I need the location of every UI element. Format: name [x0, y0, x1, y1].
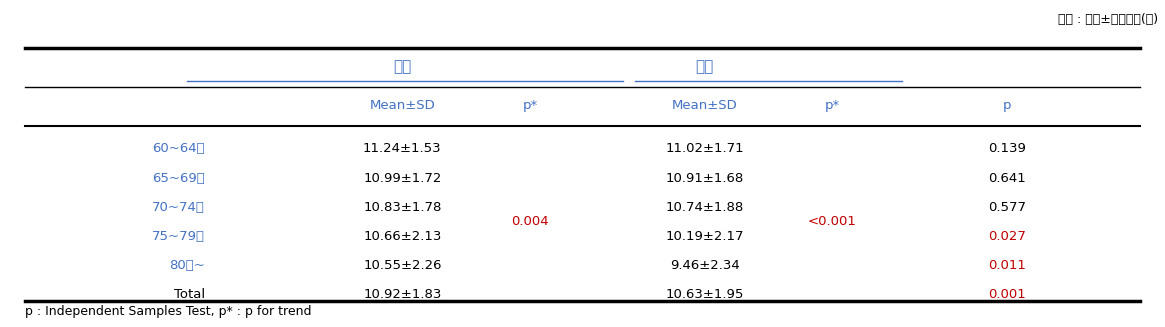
Text: 65~69세: 65~69세	[151, 172, 205, 184]
Text: 0.004: 0.004	[511, 215, 549, 228]
Text: 10.74±1.88: 10.74±1.88	[665, 201, 743, 214]
Text: Mean±SD: Mean±SD	[672, 99, 737, 112]
Text: Mean±SD: Mean±SD	[369, 99, 436, 112]
Text: 0.577: 0.577	[988, 201, 1025, 214]
Text: 10.83±1.78: 10.83±1.78	[363, 201, 442, 214]
Text: 70~74세: 70~74세	[151, 201, 205, 214]
Text: p*: p*	[523, 99, 538, 112]
Text: 남자: 남자	[394, 59, 411, 74]
Text: p: p	[1002, 99, 1011, 112]
Text: 0.011: 0.011	[988, 259, 1025, 272]
Text: 10.66±2.13: 10.66±2.13	[363, 230, 442, 243]
Text: 0.027: 0.027	[988, 230, 1025, 243]
Text: 11.02±1.71: 11.02±1.71	[665, 143, 743, 155]
Text: 여자: 여자	[696, 59, 714, 74]
Text: Total: Total	[174, 288, 205, 301]
Text: 10.19±2.17: 10.19±2.17	[665, 230, 743, 243]
Text: 10.92±1.83: 10.92±1.83	[363, 288, 442, 301]
Text: 11.24±1.53: 11.24±1.53	[363, 143, 442, 155]
Text: 단위 : 평균±표준편차(점): 단위 : 평균±표준편차(점)	[1058, 13, 1158, 26]
Text: p*: p*	[825, 99, 840, 112]
Text: 0.641: 0.641	[988, 172, 1025, 184]
Text: 60~64세: 60~64세	[153, 143, 205, 155]
Text: 9.46±2.34: 9.46±2.34	[670, 259, 740, 272]
Text: 10.55±2.26: 10.55±2.26	[363, 259, 442, 272]
Text: <0.001: <0.001	[809, 215, 856, 228]
Text: 10.63±1.95: 10.63±1.95	[665, 288, 743, 301]
Text: p : Independent Samples Test, p* : p for trend: p : Independent Samples Test, p* : p for…	[24, 304, 311, 318]
Text: 10.91±1.68: 10.91±1.68	[665, 172, 743, 184]
Text: 10.99±1.72: 10.99±1.72	[363, 172, 442, 184]
Text: 0.139: 0.139	[988, 143, 1025, 155]
Text: 80세~: 80세~	[169, 259, 205, 272]
Text: 0.001: 0.001	[988, 288, 1025, 301]
Text: 75~79세: 75~79세	[151, 230, 205, 243]
